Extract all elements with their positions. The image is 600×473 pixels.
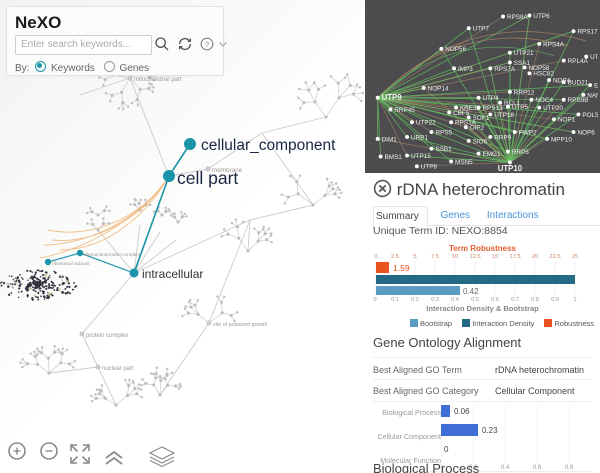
- svg-text:mitochondrial part: mitochondrial part: [134, 77, 182, 83]
- svg-text:DIM1: DIM1: [382, 136, 398, 143]
- svg-text:UTP13: UTP13: [590, 54, 598, 61]
- svg-text:UTP15: UTP15: [411, 153, 431, 160]
- svg-text:0: 0: [444, 445, 449, 454]
- svg-text:?: ?: [205, 40, 209, 49]
- svg-text:UTP9: UTP9: [382, 93, 403, 102]
- svg-text:intracellular: intracellular: [142, 267, 203, 281]
- svg-text:RPS4A: RPS4A: [543, 41, 565, 48]
- svg-text:UTP10: UTP10: [498, 164, 523, 173]
- svg-text:NOP14: NOP14: [428, 85, 449, 92]
- svg-text:2.5: 2.5: [391, 254, 399, 260]
- svg-text:URB1: URB1: [411, 134, 428, 141]
- svg-text:RRP12: RRP12: [514, 89, 535, 96]
- svg-text:0.3: 0.3: [431, 297, 439, 303]
- svg-text:SSA1: SSA1: [514, 60, 531, 67]
- svg-text:IMP3: IMP3: [458, 66, 473, 73]
- svg-text:RPS9B: RPS9B: [568, 97, 589, 104]
- svg-text:15: 15: [492, 254, 498, 260]
- svg-text:0: 0: [374, 254, 377, 260]
- svg-text:ENP1: ENP1: [594, 82, 598, 89]
- svg-text:5: 5: [413, 254, 416, 260]
- svg-text:0.06: 0.06: [454, 407, 470, 416]
- svg-text:17.5: 17.5: [509, 254, 520, 260]
- svg-text:ribonucleoprotein complex: ribonucleoprotein complex: [84, 252, 141, 258]
- svg-text:10: 10: [452, 254, 458, 260]
- svg-text:OIP2: OIP2: [470, 125, 485, 132]
- svg-text:UTP5: UTP5: [512, 104, 529, 111]
- svg-text:UTP8: UTP8: [421, 164, 438, 171]
- svg-text:MPP10: MPP10: [551, 136, 572, 143]
- svg-text:0.4: 0.4: [451, 297, 459, 303]
- svg-text:UTP18: UTP18: [494, 112, 514, 119]
- svg-text:UTP6: UTP6: [533, 13, 550, 20]
- svg-text:POL5: POL5: [582, 112, 598, 119]
- svg-text:1: 1: [573, 297, 576, 303]
- svg-text:BMS1: BMS1: [385, 154, 403, 161]
- svg-text:PWP2: PWP2: [519, 129, 537, 136]
- svg-text:0.8: 0.8: [531, 297, 539, 303]
- svg-text:12.5: 12.5: [469, 254, 480, 260]
- svg-text:RPL4A: RPL4A: [568, 58, 589, 65]
- svg-text:BUD21: BUD21: [568, 80, 589, 87]
- svg-text:0.1: 0.1: [391, 297, 399, 303]
- svg-text:0.6: 0.6: [491, 297, 499, 303]
- svg-text:0.7: 0.7: [511, 297, 519, 303]
- svg-text:RPS7A: RPS7A: [494, 66, 516, 73]
- svg-text:SSB1: SSB1: [435, 146, 452, 153]
- svg-text:RPS8A: RPS8A: [507, 14, 529, 21]
- svg-text:UTP22: UTP22: [416, 120, 436, 127]
- svg-text:CBF5: CBF5: [453, 110, 470, 117]
- svg-text:EMG1: EMG1: [482, 151, 500, 158]
- svg-text:0: 0: [373, 297, 376, 303]
- svg-text:protein complex: protein complex: [86, 333, 128, 339]
- svg-text:RRP5: RRP5: [512, 149, 529, 156]
- svg-text:SIO6: SIO6: [473, 138, 488, 145]
- svg-text:NOP6: NOP6: [577, 129, 595, 136]
- svg-text:NOP56: NOP56: [445, 46, 466, 53]
- svg-text:0.2: 0.2: [411, 297, 419, 303]
- svg-text:site of polarized growth: site of polarized growth: [213, 322, 268, 328]
- svg-text:UTP4: UTP4: [482, 95, 499, 102]
- svg-text:cellular_component: cellular_component: [201, 137, 336, 154]
- svg-text:1.59: 1.59: [393, 263, 410, 273]
- svg-text:nuclear part: nuclear part: [102, 366, 134, 372]
- svg-text:NAN1: NAN1: [587, 92, 598, 99]
- svg-text:UTP21: UTP21: [514, 50, 534, 57]
- svg-text:22.5: 22.5: [549, 254, 560, 260]
- svg-text:NOP1: NOP1: [558, 117, 576, 124]
- svg-text:ribosomal subunit: ribosomal subunit: [52, 261, 90, 267]
- svg-text:RPS5: RPS5: [435, 129, 452, 136]
- svg-text:UTP7: UTP7: [473, 26, 490, 33]
- svg-text:7.5: 7.5: [431, 254, 439, 260]
- svg-text:0.9: 0.9: [551, 297, 559, 303]
- svg-text:RRP45: RRP45: [394, 107, 415, 114]
- svg-text:25: 25: [572, 254, 578, 260]
- svg-text:RPS17B: RPS17B: [577, 29, 598, 36]
- svg-text:20: 20: [532, 254, 538, 260]
- svg-text:0.5: 0.5: [471, 297, 479, 303]
- svg-text:RPS13: RPS13: [482, 105, 503, 112]
- svg-text:cell part: cell part: [177, 168, 238, 188]
- svg-text:HSC82: HSC82: [533, 71, 554, 78]
- svg-text:MSN5: MSN5: [455, 159, 473, 166]
- svg-text:0.23: 0.23: [482, 426, 498, 435]
- svg-text:RRP9: RRP9: [494, 134, 511, 141]
- svg-text:UTP20: UTP20: [543, 105, 563, 112]
- svg-text:NOC4: NOC4: [535, 97, 553, 104]
